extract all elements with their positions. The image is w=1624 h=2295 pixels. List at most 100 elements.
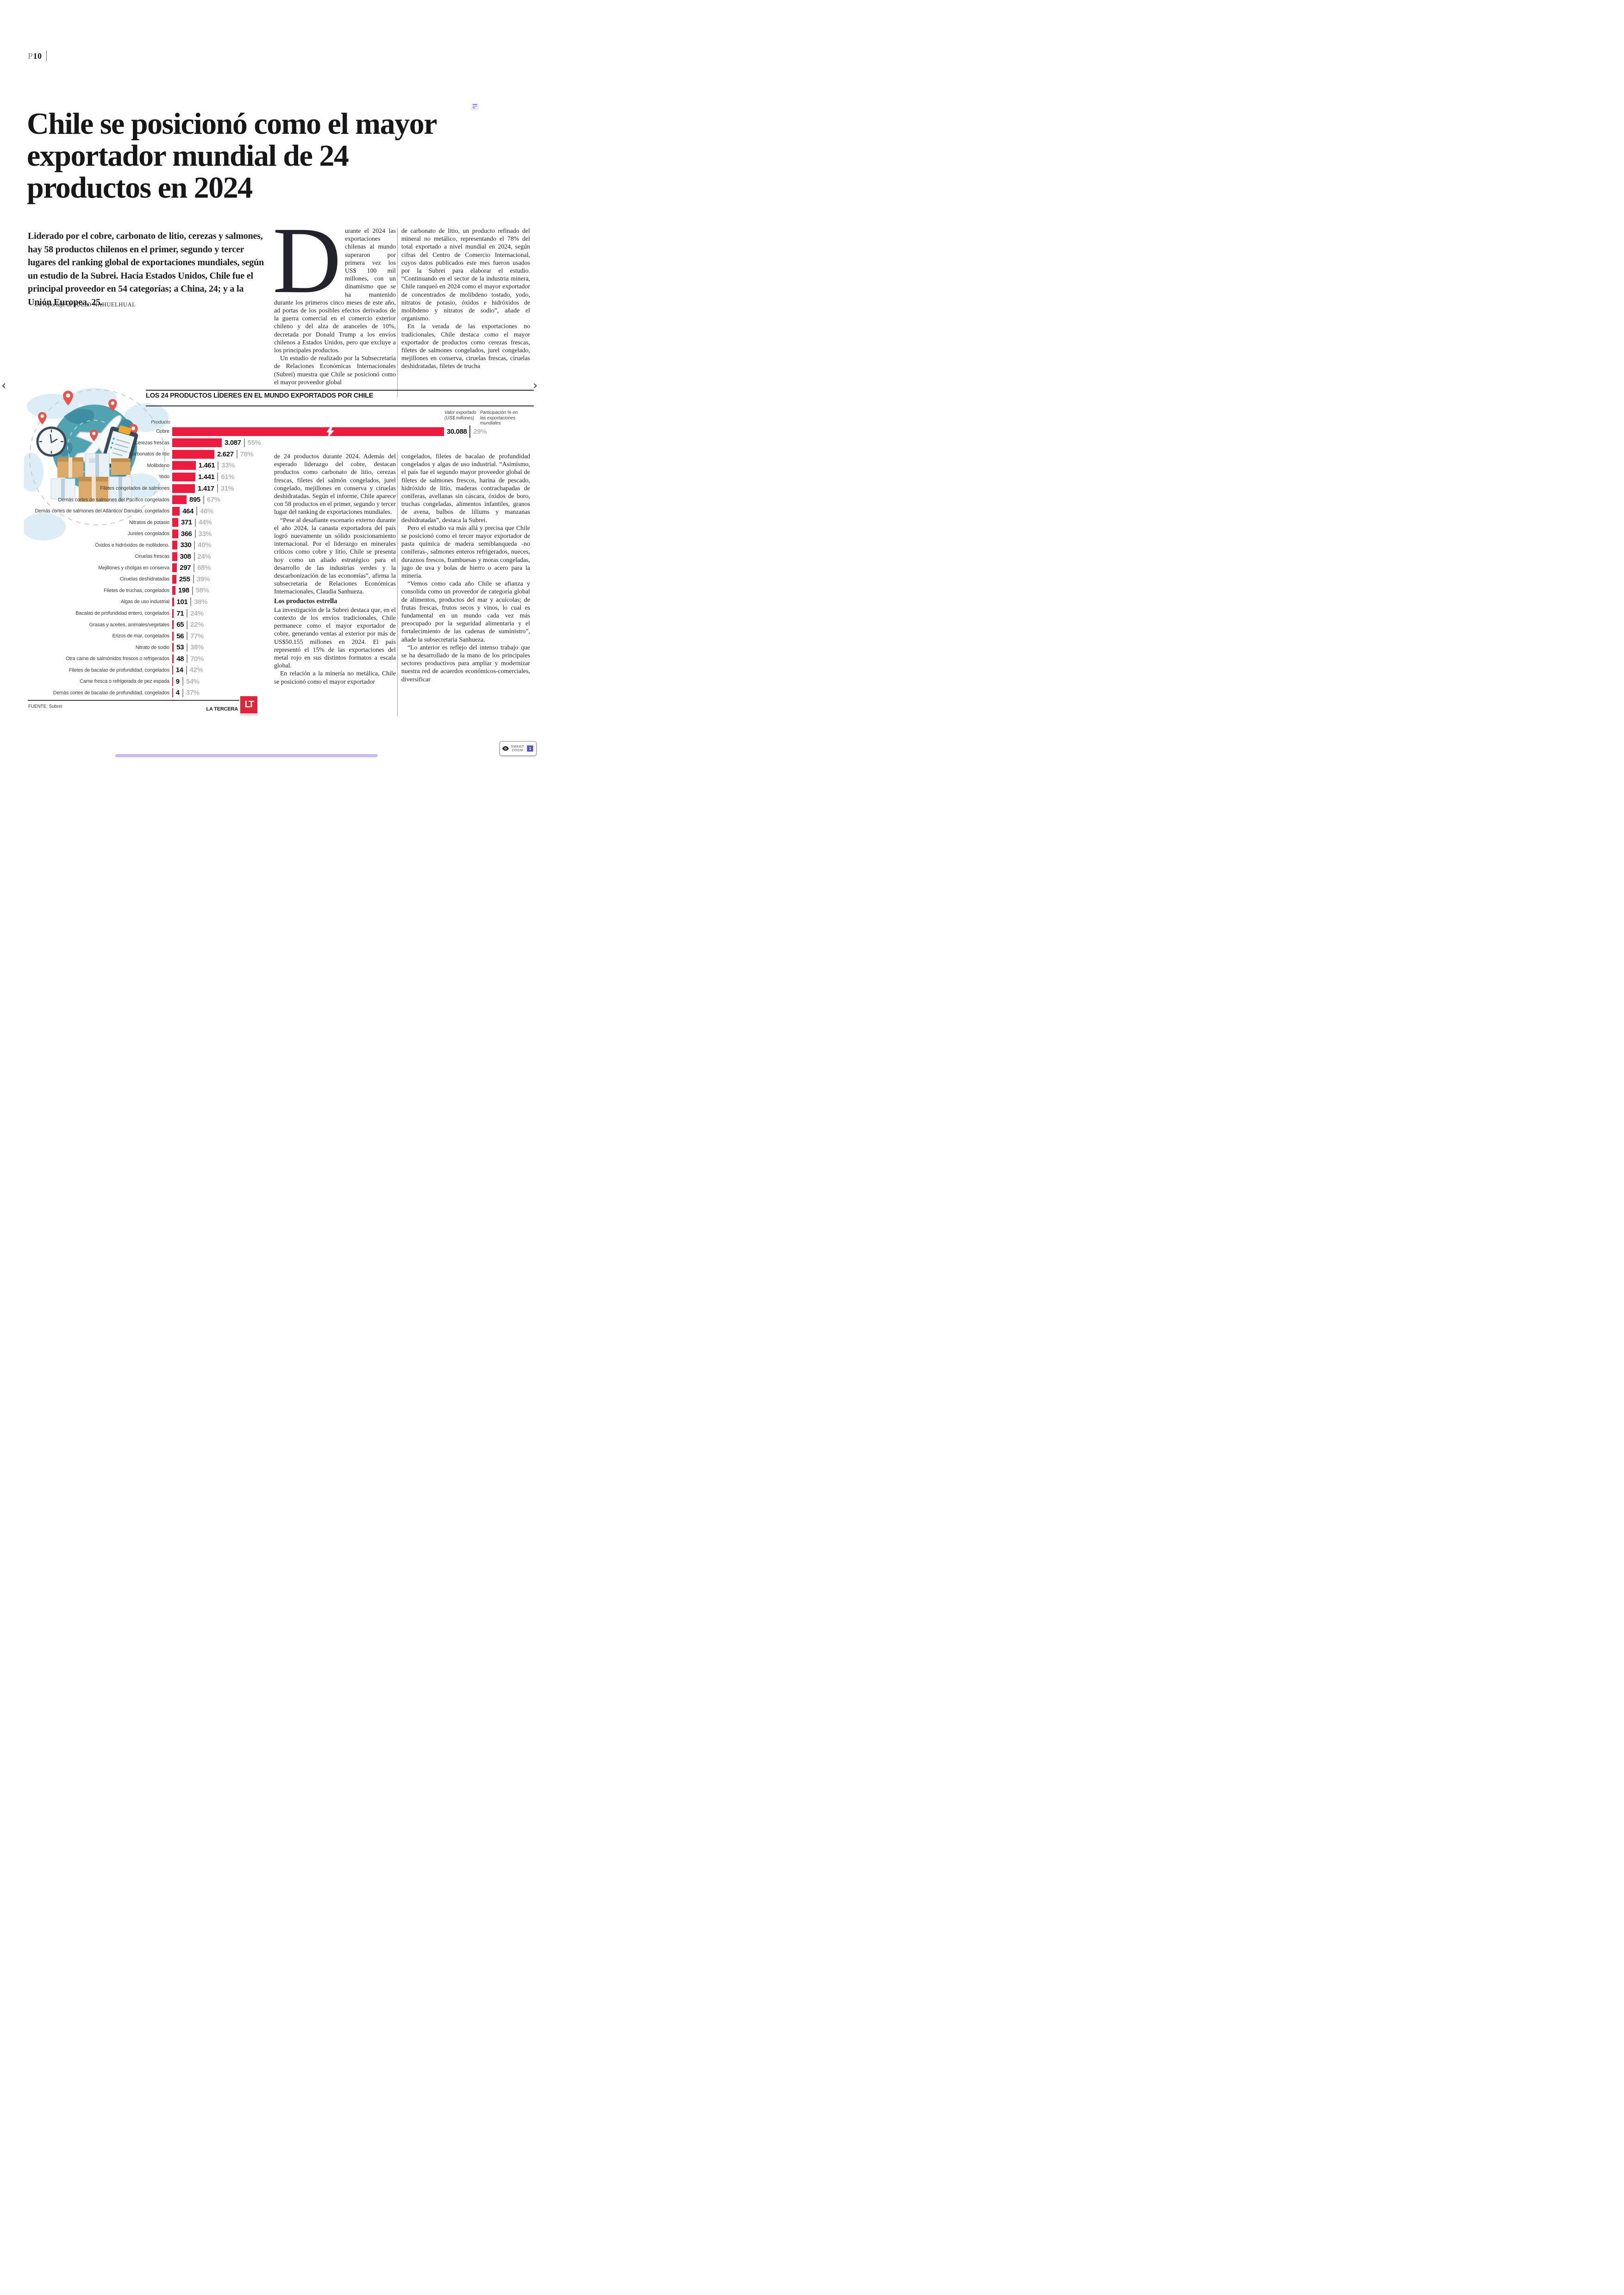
chart-row: Filetes de truchas, congelados 198 58% [28, 585, 540, 597]
chart-row: Filetes congelados de salmones 1.417 31% [28, 483, 540, 494]
bar-value: 1.417 [198, 484, 214, 493]
article-column-2-bottom: congelados, filetes de bacalao de profun… [401, 452, 530, 717]
bar-share-percent: 33% [198, 530, 212, 538]
bar-value: 198 [178, 586, 189, 595]
bar-value: 4 [175, 689, 180, 697]
page-number: P10 [28, 51, 47, 61]
bar-category-label: Yodo [158, 474, 169, 480]
horizontal-scrollbar[interactable] [115, 754, 378, 757]
bar-share-percent: 44% [198, 518, 212, 527]
bar-category-label: Filetes de bacalao de profundidad, conge… [69, 667, 169, 673]
chart-row: Otra carne de salmónidos frescos o refri… [28, 653, 540, 665]
next-page-arrow[interactable]: › [533, 379, 538, 393]
page-number-value: 10 [33, 51, 42, 61]
bar [172, 609, 174, 618]
zoom-count-badge: 1 [526, 745, 534, 752]
bar-share-percent: 39% [196, 575, 210, 583]
paragraph-text: urante el 2024 las exportaciones chilena… [274, 227, 396, 354]
chart-row: Cerezas frescas 3.087 55% [28, 437, 540, 449]
value-share-divider [182, 688, 183, 697]
chart-row: Carne fresca o refrigerada de pez espada… [28, 676, 540, 687]
byline-prefix: Un reportaje de [34, 301, 73, 308]
chart-row: Demás cortes de salmones del Atlántico/ … [28, 505, 540, 517]
bar [172, 495, 187, 505]
byline-author: JULIO NAHUELHUAL [74, 301, 136, 308]
chart-top-rule [146, 390, 534, 391]
bar-share-percent: 54% [186, 677, 200, 686]
value-share-divider [194, 530, 196, 538]
bar-share-percent: 29% [473, 427, 487, 436]
bar-share-percent: 37% [186, 689, 200, 697]
bar-share-percent: 38% [194, 598, 208, 606]
clock-icon [36, 426, 67, 457]
bar-category-label: Algas de uso industrial [120, 599, 169, 605]
chart-row: Mejillones y cholgas en conserva 297 68% [28, 562, 540, 574]
bar-value: 14 [175, 666, 183, 674]
share-axis-header: Participación % en las exportaciones mun… [480, 410, 518, 426]
bar-category-label: Nitrato de sodio [135, 644, 169, 650]
chart-row: Nitratos de potasio 371 44% [28, 517, 540, 528]
value-share-divider [217, 473, 219, 481]
bar [172, 438, 222, 448]
note-line [473, 107, 475, 108]
bar-value: 2.627 [217, 450, 234, 458]
value-share-divider [186, 666, 187, 674]
value-share-divider [193, 575, 194, 584]
value-share-divider [192, 586, 193, 595]
bar-category-label: Bacalao de profundidad entero, congelado… [75, 611, 169, 617]
value-share-divider [469, 425, 471, 438]
byline: Un reportaje de JULIO NAHUELHUAL [34, 301, 136, 308]
value-share-divider [194, 552, 195, 561]
bar-category-label: Molibdeno [147, 462, 170, 468]
bar [172, 552, 177, 561]
bar-share-percent: 78% [240, 450, 254, 458]
bar-category-label: Mejillones y cholgas en conserva [98, 565, 169, 571]
chart-row: Erizos de mar, congelados 56 77% [28, 630, 540, 642]
value-share-divider [217, 484, 218, 493]
value-share-divider [194, 541, 195, 549]
bar-category-label: Nitratos de potasio [129, 519, 169, 525]
bar-value: 371 [181, 518, 192, 527]
headline: Chile se posicionó como el mayor exporta… [27, 107, 437, 205]
credit-label: LA TERCERA [206, 706, 238, 712]
chart-row: Ciruelas frescas 308 24% [28, 551, 540, 562]
chart-row: Bacalao de profundidad entero, congelado… [28, 608, 540, 619]
world-trade-illustration [24, 388, 169, 541]
chart-row: Demás cortes de bacalao de profundidad, … [28, 687, 540, 699]
logo-text: LT [244, 699, 254, 710]
value-share-divider [190, 598, 192, 606]
bar-value: 308 [180, 552, 191, 561]
smart-zoom-button[interactable]: SMART ZOOM 1 [500, 741, 537, 756]
previous-page-arrow[interactable]: ‹ [1, 379, 6, 393]
bar [172, 631, 174, 641]
bar [172, 449, 215, 459]
bar [172, 461, 196, 470]
chart-row: Filetes de bacalao de profundidad, conge… [28, 664, 540, 676]
bar [172, 529, 178, 538]
bar-share-percent: 58% [195, 586, 209, 595]
bar-value: 3.087 [224, 439, 241, 447]
value-share-divider [218, 461, 219, 470]
chart-row: Demás cortes de salmones del Pacífico co… [28, 494, 540, 505]
bar-category-label: Cobre [156, 429, 169, 435]
bar [172, 506, 180, 516]
axis-break-lightning-icon [326, 425, 334, 438]
bar-value: 1.461 [198, 461, 215, 470]
value-share-divider [196, 507, 197, 516]
chart-row: Carbonatos de litio 2.627 78% [28, 449, 540, 460]
bar-share-percent: 42% [189, 666, 203, 674]
bar-value: 255 [179, 575, 190, 583]
orbit-dashed-circle [29, 389, 165, 525]
bar [172, 425, 444, 438]
bar-share-percent: 55% [247, 439, 261, 447]
bar-category-label: Filetes de truchas, congelados [104, 587, 169, 593]
chart-row: Cobre 30.088 29% [28, 425, 540, 438]
value-share-divider [244, 438, 245, 447]
bar-share-percent: 33% [221, 461, 235, 470]
note-line [473, 104, 477, 105]
chart-row: Algas de uso industrial 101 38% [28, 596, 540, 608]
bar-value: 30.088 [447, 427, 467, 436]
bar [172, 472, 195, 481]
annotation-widget[interactable] [471, 103, 479, 111]
